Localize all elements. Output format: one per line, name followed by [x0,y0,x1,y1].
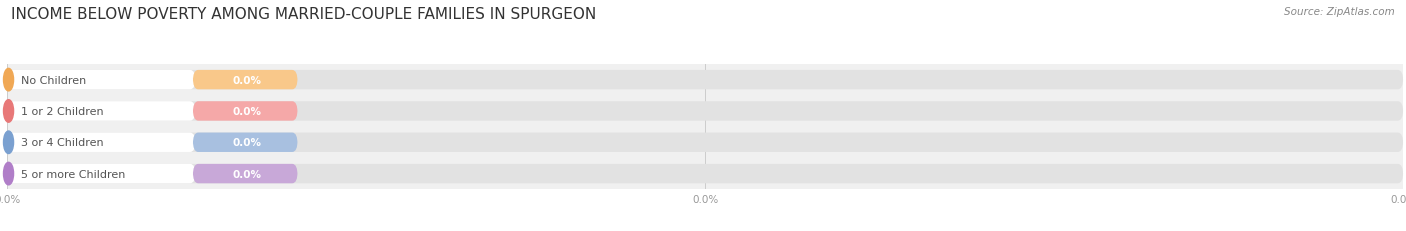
FancyBboxPatch shape [7,164,1403,183]
Text: 0.0%: 0.0% [233,106,262,116]
Circle shape [3,69,14,91]
Circle shape [3,100,14,123]
FancyBboxPatch shape [193,71,298,90]
Text: No Children: No Children [21,75,86,85]
FancyBboxPatch shape [7,133,195,152]
Text: 5 or more Children: 5 or more Children [21,169,125,179]
FancyBboxPatch shape [193,164,298,183]
FancyBboxPatch shape [7,164,195,183]
Text: 0.0%: 0.0% [233,169,262,179]
FancyBboxPatch shape [7,102,195,121]
Text: Source: ZipAtlas.com: Source: ZipAtlas.com [1284,7,1395,17]
FancyBboxPatch shape [7,71,195,90]
Circle shape [3,163,14,185]
Text: 1 or 2 Children: 1 or 2 Children [21,106,103,116]
FancyBboxPatch shape [193,133,298,152]
Text: INCOME BELOW POVERTY AMONG MARRIED-COUPLE FAMILIES IN SPURGEON: INCOME BELOW POVERTY AMONG MARRIED-COUPL… [11,7,596,22]
FancyBboxPatch shape [193,102,298,121]
Text: 3 or 4 Children: 3 or 4 Children [21,138,103,148]
Circle shape [3,131,14,154]
FancyBboxPatch shape [7,71,1403,90]
FancyBboxPatch shape [7,133,1403,152]
Text: 0.0%: 0.0% [233,75,262,85]
Text: 0.0%: 0.0% [233,138,262,148]
FancyBboxPatch shape [7,102,1403,121]
